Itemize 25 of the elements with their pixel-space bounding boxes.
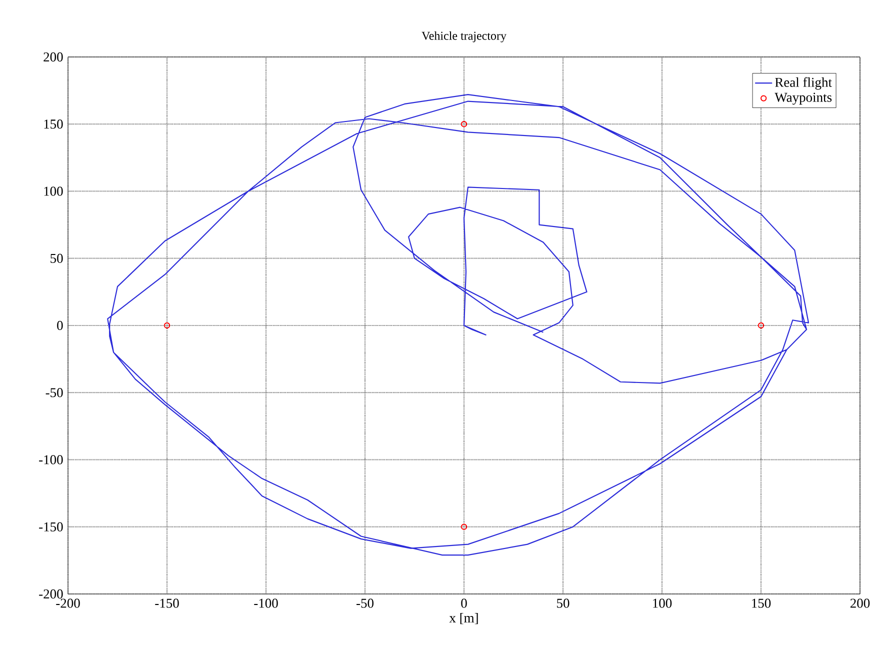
x-tick-label: 100	[653, 598, 672, 608]
x-tick-label: 150	[752, 598, 771, 608]
x-tick-label: -150	[155, 598, 179, 608]
y-tick-label: 150	[44, 120, 63, 129]
legend-label: Real flight	[775, 77, 832, 90]
y-tick-label: -50	[46, 388, 63, 398]
legend-label: Waypoints	[774, 92, 832, 105]
point	[460, 121, 468, 128]
y-tick-label: -200	[39, 589, 63, 599]
y-tick-label: 50	[50, 254, 63, 263]
x-axis-title: x [m]	[449, 613, 478, 624]
x-tick-label: -50	[356, 598, 374, 608]
chart-title: Vehicle trajectory	[422, 31, 506, 42]
x-tick-label: 200	[850, 598, 870, 608]
y-tick-label: 0	[57, 320, 63, 330]
y-tick-label: -150	[39, 522, 63, 532]
point	[758, 322, 764, 329]
y-tick-label: -100	[39, 455, 63, 464]
y-tick-label: 200	[44, 52, 63, 62]
x-tick-label: -100	[254, 598, 278, 608]
y-tick-label: 100	[44, 186, 63, 196]
point	[460, 524, 468, 530]
x-tick-label: 0	[461, 598, 467, 608]
x-tick-label: 50	[557, 598, 570, 608]
point	[164, 322, 170, 329]
